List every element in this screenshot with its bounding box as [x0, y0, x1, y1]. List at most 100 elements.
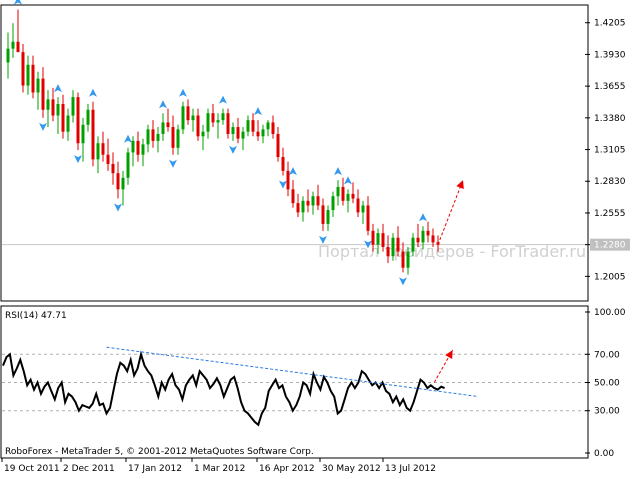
candle — [216, 113, 220, 139]
candle — [411, 233, 415, 257]
candle — [336, 180, 340, 206]
rsi-axis-labels: 100.00 70.00 50.00 30.00 0.00 — [585, 308, 626, 459]
candle — [361, 200, 365, 224]
candle — [126, 147, 130, 185]
candle — [206, 108, 210, 139]
candle — [166, 108, 170, 132]
candle — [341, 177, 345, 206]
candle — [196, 108, 200, 141]
candle — [241, 127, 245, 151]
candle — [326, 205, 330, 231]
candle — [151, 120, 155, 148]
candle — [261, 124, 265, 144]
fractal-down-icon — [364, 240, 372, 249]
candle — [346, 189, 350, 213]
fractal-down-icon — [39, 122, 47, 131]
candle — [61, 94, 65, 139]
candle — [136, 131, 140, 162]
fractal-up-icon — [89, 88, 97, 97]
price-tick-label: 1.3380 — [594, 114, 626, 124]
price-tick-label: 1.4205 — [594, 19, 626, 29]
fractal-up-icon — [179, 88, 187, 97]
candle — [231, 122, 235, 141]
candle — [366, 196, 370, 236]
price-pane[interactable] — [0, 4, 589, 302]
fractal-up-icon — [124, 134, 132, 143]
candle — [271, 115, 275, 139]
candle — [401, 242, 405, 273]
candle — [156, 127, 160, 153]
candle — [256, 120, 260, 141]
current-price-text: 1.2280 — [594, 241, 626, 251]
candle — [21, 44, 25, 93]
candle — [191, 108, 195, 132]
candle — [186, 99, 190, 125]
candle — [321, 198, 325, 231]
candle — [376, 228, 380, 254]
candle — [226, 108, 230, 139]
rsi-trendline — [106, 346, 478, 397]
candle — [146, 124, 150, 153]
rsi-forecast-arrow — [433, 349, 454, 383]
fractal-up-icon — [289, 167, 297, 176]
price-tick-label: 1.2830 — [594, 177, 626, 187]
candle — [36, 71, 40, 110]
candle — [291, 180, 295, 208]
price-arrow-line — [437, 179, 464, 245]
candle — [66, 108, 70, 141]
candle — [56, 97, 60, 134]
candle — [246, 115, 250, 137]
candle — [421, 226, 425, 250]
candle — [116, 161, 120, 199]
rsi-trendline-line — [106, 346, 478, 397]
candle — [301, 196, 305, 222]
candle — [351, 182, 355, 204]
rsi-tick-label: 30.00 — [594, 407, 620, 417]
candle — [281, 147, 285, 176]
candle — [51, 87, 55, 122]
candle — [316, 184, 320, 211]
fractal-up-icon — [254, 107, 262, 116]
candle — [161, 113, 165, 141]
copyright-text: RoboForex - MetaTrader 5, © 2001-2012 Me… — [5, 447, 314, 457]
candle — [46, 90, 50, 128]
fractal-up-icon — [419, 213, 427, 222]
candle — [16, 9, 20, 53]
fractal-up-icon — [159, 100, 167, 109]
candle — [131, 136, 135, 167]
time-axis-labels: 19 Oct 2011 2 Dec 2011 17 Jan 2012 1 Mar 20… — [1, 458, 436, 474]
time-tick-label: 30 May 2012 — [322, 464, 381, 474]
time-tick-label: 17 Jan 2012 — [128, 464, 182, 474]
candle — [141, 138, 145, 167]
time-tick-label: 2 Dec 2011 — [63, 464, 115, 474]
time-tick-label: 13 Jul 2012 — [385, 464, 436, 474]
rsi-tick-label: 100.00 — [594, 308, 626, 318]
candles — [6, 9, 440, 275]
price-tick-label: 1.3655 — [594, 82, 626, 92]
candle — [276, 127, 280, 162]
candle — [266, 120, 270, 137]
fractal-up-icon — [14, 0, 22, 5]
candle — [221, 108, 225, 125]
fractal-down-icon — [114, 203, 122, 212]
candle — [171, 115, 175, 155]
rsi-arrow-head-icon — [445, 350, 453, 360]
candle — [121, 170, 125, 206]
rsi-title: RSI(14) 47.71 — [5, 311, 67, 321]
price-arrow-head-icon — [456, 180, 464, 189]
fractal-up-icon — [334, 167, 342, 176]
price-tick-label: 1.3930 — [594, 50, 626, 60]
candle — [26, 55, 30, 95]
fractal-down-icon — [399, 277, 407, 286]
rsi-tick-label: 0.00 — [594, 449, 614, 459]
price-tick-label: 1.3105 — [594, 146, 626, 156]
time-tick-label: 1 Mar 2012 — [194, 464, 245, 474]
candle — [431, 228, 435, 247]
candle — [426, 221, 430, 243]
candle — [41, 67, 45, 118]
price-forecast-arrow — [437, 179, 464, 245]
candle — [6, 32, 10, 79]
candle — [176, 124, 180, 155]
candle — [296, 193, 300, 217]
